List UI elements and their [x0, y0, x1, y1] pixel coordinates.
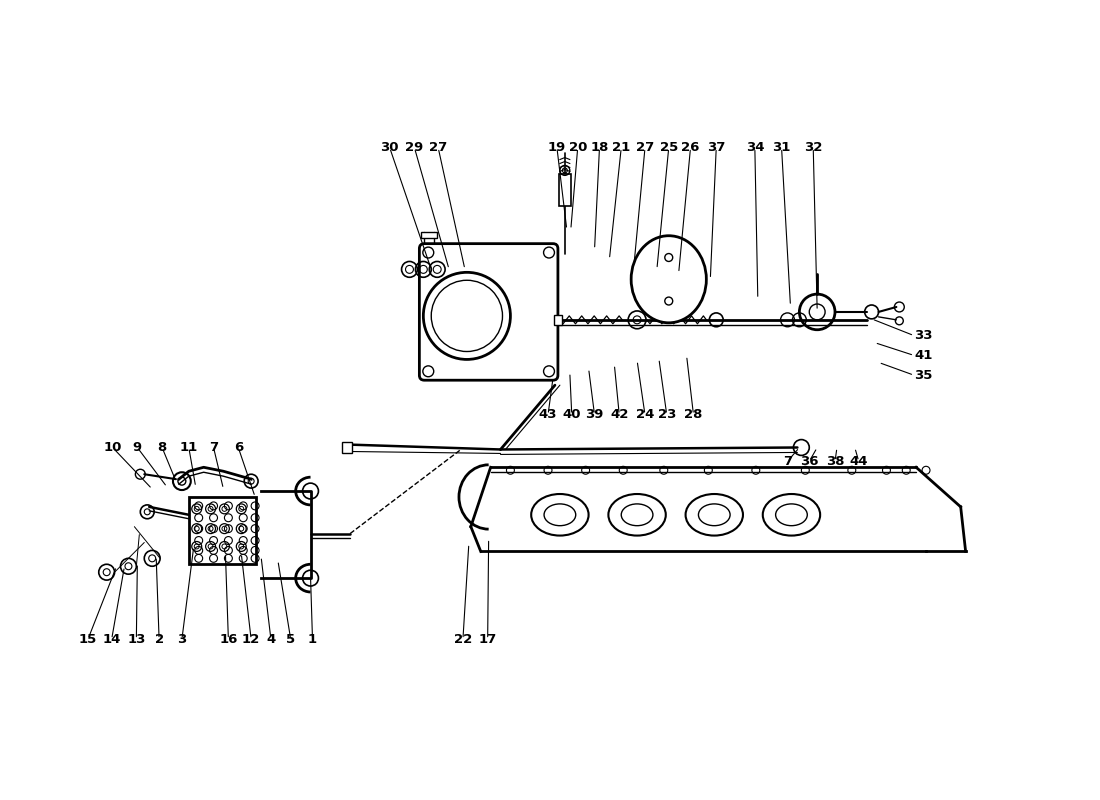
Text: 37: 37 [707, 141, 725, 154]
Text: 31: 31 [772, 141, 791, 154]
Text: 26: 26 [681, 141, 700, 154]
Text: 5: 5 [286, 633, 295, 646]
Circle shape [424, 272, 510, 359]
Ellipse shape [685, 494, 742, 535]
Bar [189, 497, 256, 564]
Circle shape [431, 280, 503, 351]
Text: 16: 16 [219, 633, 238, 646]
Ellipse shape [544, 504, 575, 526]
Text: 42: 42 [610, 408, 628, 422]
Text: 3: 3 [177, 633, 187, 646]
Text: 23: 23 [658, 408, 676, 422]
Ellipse shape [608, 494, 666, 535]
Text: 33: 33 [914, 329, 933, 342]
Ellipse shape [776, 504, 807, 526]
Text: 19: 19 [548, 141, 566, 154]
Ellipse shape [621, 504, 653, 526]
Text: 34: 34 [746, 141, 764, 154]
Bar [559, 174, 571, 206]
Text: 24: 24 [636, 408, 654, 422]
Text: 36: 36 [800, 455, 818, 468]
Ellipse shape [631, 236, 706, 323]
Text: 40: 40 [562, 408, 581, 422]
Text: 30: 30 [381, 141, 399, 154]
Text: 21: 21 [612, 141, 630, 154]
Text: 35: 35 [914, 369, 933, 382]
Text: 20: 20 [569, 141, 587, 154]
Text: 14: 14 [102, 633, 121, 646]
Text: 10: 10 [103, 441, 122, 454]
Text: 2: 2 [155, 633, 164, 646]
FancyBboxPatch shape [419, 244, 558, 380]
Text: 15: 15 [79, 633, 97, 646]
Bar [342, 442, 352, 454]
Text: 7: 7 [783, 455, 792, 468]
Ellipse shape [762, 494, 821, 535]
Text: 4: 4 [266, 633, 276, 646]
Text: 25: 25 [660, 141, 678, 154]
Text: 43: 43 [539, 408, 558, 422]
Text: 39: 39 [585, 408, 604, 422]
Text: 27: 27 [429, 141, 448, 154]
Text: 8: 8 [157, 441, 167, 454]
Text: 29: 29 [405, 141, 424, 154]
Bar [421, 232, 437, 238]
Ellipse shape [698, 504, 730, 526]
Text: 44: 44 [849, 455, 868, 468]
Text: 18: 18 [591, 141, 608, 154]
Text: 22: 22 [454, 633, 472, 646]
Text: 41: 41 [914, 349, 933, 362]
Text: 12: 12 [242, 633, 261, 646]
Text: 27: 27 [636, 141, 654, 154]
Text: 13: 13 [128, 633, 145, 646]
Text: 7: 7 [209, 441, 218, 454]
Text: 11: 11 [179, 441, 198, 454]
Text: 38: 38 [826, 455, 844, 468]
Text: 32: 32 [804, 141, 823, 154]
Text: 17: 17 [478, 633, 497, 646]
Text: 6: 6 [233, 441, 243, 454]
Text: 9: 9 [133, 441, 142, 454]
Bar [554, 315, 562, 325]
Text: 28: 28 [684, 408, 703, 422]
Ellipse shape [531, 494, 588, 535]
Text: 1: 1 [308, 633, 317, 646]
